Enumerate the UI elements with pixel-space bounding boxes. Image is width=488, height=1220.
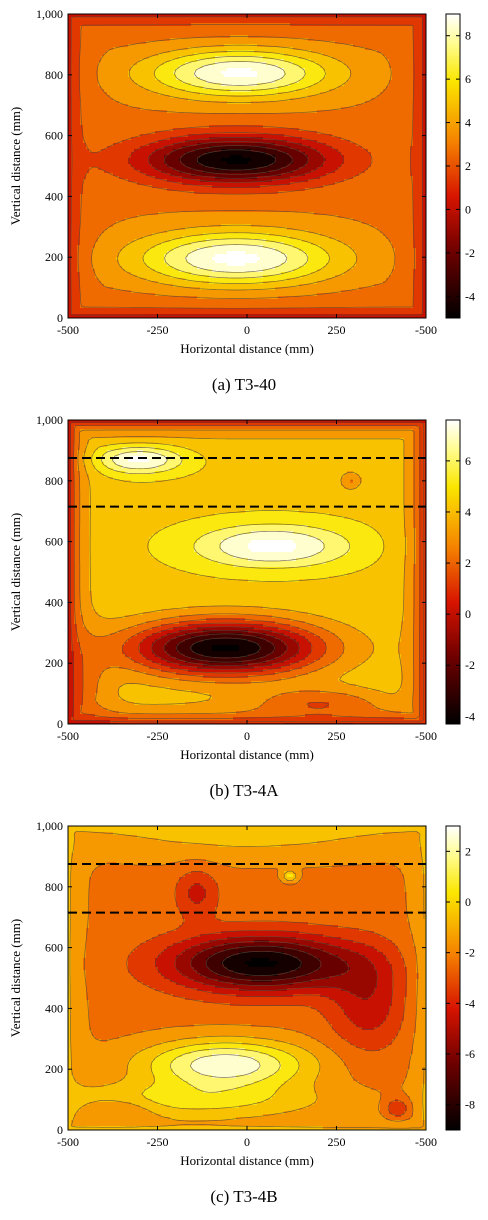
colorbar-tick-label: 4	[465, 116, 471, 130]
heatmap-cells	[68, 420, 426, 724]
colorbar-tick-label: 0	[465, 607, 471, 621]
contour-lines	[70, 16, 424, 316]
y-tick-label: 600	[45, 535, 63, 549]
colorbar-tick-label: -2	[465, 946, 475, 960]
colorbar-tick-label: 0	[465, 202, 471, 216]
x-tick-label: -500	[415, 1135, 437, 1149]
chart-a: -500 -250 0 250 -50002004006008001,000Horizo…	[8, 7, 475, 394]
x-tick-label: -500	[57, 729, 79, 743]
x-tick-label: -500	[57, 1135, 79, 1149]
x-tick-label: -500	[415, 323, 437, 337]
x-axis-label: Horizontal distance (mm)	[180, 1153, 314, 1168]
colorbar-tick-label: -8	[465, 1098, 475, 1112]
heatmap-cells	[68, 14, 426, 318]
heatmap-cells	[68, 826, 426, 1130]
y-tick-label: 800	[45, 68, 63, 82]
x-tick-label: 250	[328, 729, 346, 743]
colorbar-tick-label: 2	[465, 844, 471, 858]
x-tick-label: -500	[415, 729, 437, 743]
x-axis-label: Horizontal distance (mm)	[180, 747, 314, 762]
y-tick-label: 0	[57, 311, 63, 325]
colorbar: -8 -6 -4 -2 0 2	[445, 825, 475, 1131]
x-tick-label: 250	[328, 323, 346, 337]
y-axis-label: Vertical distance (mm)	[8, 919, 23, 1037]
x-tick-label: 0	[244, 1135, 250, 1149]
y-axis-label: Vertical distance (mm)	[8, 513, 23, 631]
y-tick-label: 1,000	[36, 7, 63, 21]
chart-c: -500 -250 0 250 -50002004006008001,000Horizo…	[8, 819, 475, 1206]
panel-a: -500 -250 0 250 -500 0 200 400 600 800 1,000 Horizo…	[0, 0, 488, 406]
x-tick-label: 250	[328, 1135, 346, 1149]
panel-c: -500 -250 0 250 -500 0 200 400 600 800 1,000 Horizo…	[0, 812, 488, 1218]
y-tick-label: 200	[45, 1062, 63, 1076]
y-tick-label: 200	[45, 656, 63, 670]
y-tick-label: 400	[45, 1001, 63, 1015]
x-tick-label: 0	[244, 323, 250, 337]
y-tick-label: 1,000	[36, 819, 63, 833]
colorbar-tick-label: 8	[465, 29, 471, 43]
colorbar-tick-label: 6	[465, 454, 471, 468]
colorbar-tick-label: 6	[465, 72, 471, 86]
y-tick-label: 0	[57, 717, 63, 731]
x-axis-label: Horizontal distance (mm)	[180, 341, 314, 356]
y-tick-label: 600	[45, 129, 63, 143]
colorbar: -4 -2 0 2 4 6	[445, 419, 475, 725]
colorbar-tick-label: 4	[465, 505, 471, 519]
y-tick-label: 800	[45, 880, 63, 894]
panel-b: -500 -250 0 250 -500 0 200 400 600 800 1,000 Horizo…	[0, 406, 488, 812]
colorbar-tick-label: -4	[465, 709, 475, 723]
colorbar-tick-label: 2	[465, 159, 471, 173]
colorbar-tick-label: 0	[465, 895, 471, 909]
x-tick-label: -250	[147, 1135, 169, 1149]
y-tick-label: 400	[45, 595, 63, 609]
x-tick-label: -250	[147, 323, 169, 337]
x-tick-label: 0	[244, 729, 250, 743]
colorbar-tick-label: -4	[465, 289, 475, 303]
colorbar-tick-label: -4	[465, 996, 475, 1010]
x-tick-label: -250	[147, 729, 169, 743]
x-tick-label: -500	[57, 323, 79, 337]
y-tick-label: 400	[45, 189, 63, 203]
panel-caption: (a) T3-40	[212, 375, 276, 394]
y-tick-label: 1,000	[36, 413, 63, 427]
contour-lines	[68, 421, 425, 723]
y-axis-label: Vertical distance (mm)	[8, 107, 23, 225]
colorbar-tick-label: -6	[465, 1047, 475, 1061]
panel-caption: (c) T3-4B	[210, 1187, 277, 1206]
colorbar-tick-label: 2	[465, 556, 471, 570]
contour-lines	[69, 830, 425, 1129]
colorbar: -4 -2 0 2 4 6 8	[445, 13, 475, 319]
colorbar-tick-label: -2	[465, 246, 475, 260]
panel-caption: (b) T3-4A	[209, 781, 279, 800]
colorbar-tick-label: -2	[465, 658, 475, 672]
y-tick-label: 200	[45, 250, 63, 264]
chart-b: -500 -250 0 250 -50002004006008001,000Horizo…	[8, 413, 475, 800]
y-tick-label: 800	[45, 474, 63, 488]
y-tick-label: 600	[45, 941, 63, 955]
y-tick-label: 0	[57, 1123, 63, 1137]
